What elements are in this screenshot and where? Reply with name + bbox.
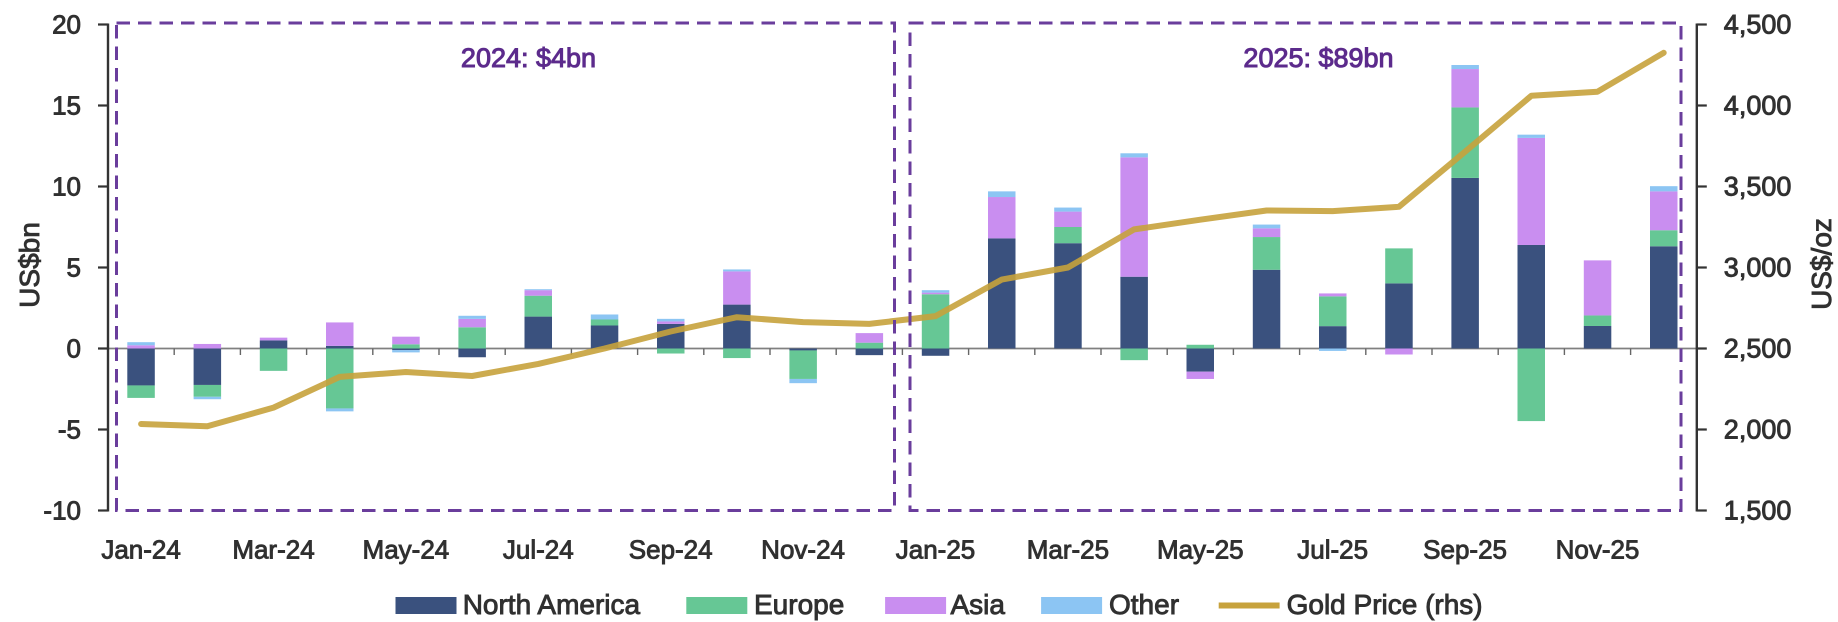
svg-text:US$bn: US$bn bbox=[14, 222, 45, 308]
svg-text:Jan-25: Jan-25 bbox=[896, 535, 976, 565]
svg-text:May-24: May-24 bbox=[363, 535, 450, 565]
svg-text:2,500: 2,500 bbox=[1724, 334, 1792, 364]
svg-text:10: 10 bbox=[52, 172, 81, 202]
svg-text:2025: $89bn: 2025: $89bn bbox=[1243, 43, 1393, 73]
svg-text:Mar-24: Mar-24 bbox=[232, 535, 314, 565]
svg-text:Sep-24: Sep-24 bbox=[629, 535, 713, 565]
svg-text:Asia: Asia bbox=[951, 589, 1006, 620]
svg-text:15: 15 bbox=[52, 91, 81, 121]
svg-text:May-25: May-25 bbox=[1157, 535, 1244, 565]
svg-text:Jul-24: Jul-24 bbox=[503, 535, 574, 565]
svg-text:Other: Other bbox=[1109, 589, 1179, 620]
svg-text:2024: $4bn: 2024: $4bn bbox=[461, 43, 596, 73]
svg-text:Nov-24: Nov-24 bbox=[761, 535, 845, 565]
svg-text:20: 20 bbox=[52, 10, 81, 40]
svg-text:North America: North America bbox=[463, 589, 641, 620]
svg-text:3,500: 3,500 bbox=[1724, 172, 1792, 202]
svg-text:Mar-25: Mar-25 bbox=[1027, 535, 1109, 565]
svg-text:-10: -10 bbox=[43, 496, 81, 526]
svg-text:3,000: 3,000 bbox=[1724, 253, 1792, 283]
svg-text:US$/oz: US$/oz bbox=[1806, 218, 1837, 310]
svg-text:Sep-25: Sep-25 bbox=[1423, 535, 1507, 565]
svg-text:5: 5 bbox=[67, 253, 81, 283]
svg-text:4,000: 4,000 bbox=[1724, 91, 1792, 121]
svg-text:Gold Price (rhs): Gold Price (rhs) bbox=[1287, 589, 1483, 620]
svg-text:2,000: 2,000 bbox=[1724, 415, 1792, 445]
svg-text:4,500: 4,500 bbox=[1724, 10, 1792, 40]
svg-text:Europe: Europe bbox=[754, 589, 844, 620]
svg-text:-5: -5 bbox=[58, 415, 81, 445]
svg-text:1,500: 1,500 bbox=[1724, 496, 1792, 526]
svg-text:Nov-25: Nov-25 bbox=[1556, 535, 1640, 565]
svg-text:Jul-25: Jul-25 bbox=[1297, 535, 1368, 565]
svg-text:0: 0 bbox=[67, 334, 81, 364]
svg-text:Jan-24: Jan-24 bbox=[101, 535, 181, 565]
